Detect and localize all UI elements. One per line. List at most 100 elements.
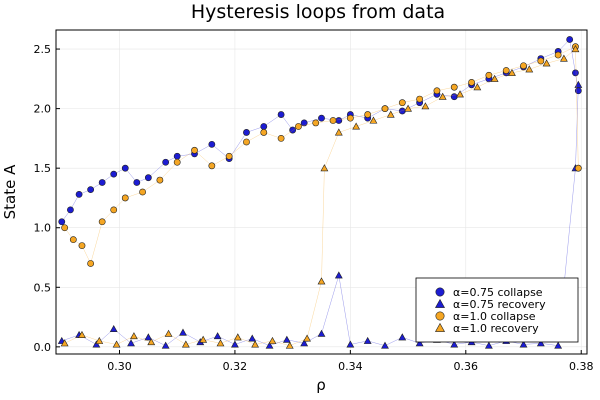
data-point (542, 59, 551, 67)
data-point (490, 74, 499, 82)
data-point (87, 186, 95, 194)
data-point (560, 54, 568, 62)
data-point (112, 340, 121, 348)
data-point (415, 339, 424, 347)
legend-marker (435, 287, 445, 297)
data-point (181, 340, 190, 348)
data-point (456, 90, 464, 98)
data-point (58, 218, 66, 226)
y-axis: 0.0 0.5 1.0 1.5 2.0 2.5 (34, 43, 60, 354)
y-axis-label: State A (1, 164, 19, 219)
data-point (78, 330, 86, 338)
data-point (398, 333, 407, 341)
data-point (268, 336, 277, 344)
data-point (225, 152, 233, 160)
data-point (520, 62, 527, 70)
data-point (61, 224, 69, 232)
data-point (233, 333, 242, 341)
data-point (277, 134, 285, 142)
data-point (386, 110, 395, 118)
data-point (381, 341, 389, 349)
series-line-0 (61, 39, 579, 222)
data-point (508, 68, 516, 76)
data-point (251, 340, 260, 348)
data-point (346, 114, 354, 122)
data-point (78, 242, 86, 250)
x-axis-label: ρ (316, 376, 326, 394)
data-point (121, 194, 129, 202)
data-point (369, 116, 378, 124)
data-point (574, 164, 582, 172)
data-point (300, 339, 309, 347)
data-point (60, 339, 69, 347)
data-point (318, 114, 325, 122)
data-point (243, 138, 250, 146)
data-point (144, 333, 153, 341)
data-point (98, 179, 106, 186)
data-point (110, 170, 118, 178)
y-tick-label: 0.5 (34, 281, 52, 294)
data-point (243, 129, 250, 136)
data-point (147, 338, 156, 346)
data-point (320, 164, 329, 172)
data-point (312, 119, 320, 127)
data-point (109, 324, 118, 333)
data-point (363, 336, 372, 344)
data-point (121, 164, 129, 172)
data-point (75, 190, 83, 198)
data-point (572, 69, 579, 77)
legend-label: α=1.0 collapse (453, 310, 536, 323)
data-point (554, 51, 562, 59)
data-point (98, 218, 106, 226)
data-point (199, 335, 208, 343)
data-point (450, 83, 458, 91)
y-tick-label: 2.0 (34, 103, 52, 116)
data-point (502, 67, 510, 74)
data-point (144, 174, 152, 182)
data-point (127, 339, 135, 347)
data-point (208, 140, 216, 148)
data-point (525, 65, 534, 73)
data-point (398, 99, 406, 107)
data-point (139, 188, 146, 196)
data-point (164, 329, 173, 337)
data-point (421, 102, 430, 110)
y-tick-label: 0.0 (34, 341, 52, 354)
data-point (265, 341, 274, 349)
data-point (536, 339, 545, 347)
data-point (213, 332, 222, 340)
data-point (450, 93, 458, 101)
x-tick-label: 0.38 (569, 360, 594, 373)
data-point (216, 339, 225, 347)
data-point (300, 119, 308, 127)
data-point (468, 79, 475, 86)
data-point (260, 123, 268, 130)
plot-frame (55, 29, 588, 355)
y-tick-label: 2.5 (34, 43, 52, 56)
data-point (317, 329, 326, 337)
legend-label: α=0.75 collapse (453, 286, 543, 299)
data-point (173, 158, 181, 166)
data-point (484, 341, 493, 349)
y-tick-label: 1.0 (34, 222, 52, 235)
legend-label: α=1.0 recovery (453, 322, 539, 335)
legend-label: α=0.75 recovery (453, 298, 546, 311)
data-point (208, 162, 216, 170)
data-point (191, 146, 198, 154)
legend-marker (434, 322, 446, 332)
x-axis: 0.30 0.32 0.34 0.36 0.38 (107, 350, 593, 373)
data-point (87, 260, 95, 267)
data-point (566, 36, 574, 43)
legend-marker (435, 311, 445, 321)
data-point (433, 87, 441, 95)
data-point (69, 236, 77, 244)
data-point (161, 341, 170, 349)
data-point (162, 158, 170, 166)
data-point (303, 334, 311, 342)
data-point (352, 122, 361, 130)
data-point (277, 111, 285, 118)
x-tick-label: 0.36 (454, 360, 479, 373)
data-point (289, 126, 297, 134)
